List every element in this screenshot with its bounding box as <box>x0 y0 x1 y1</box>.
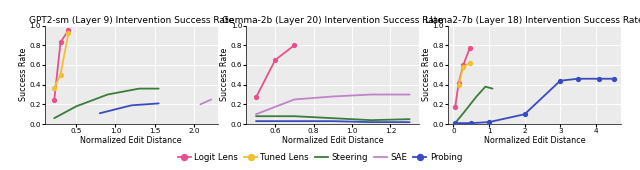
X-axis label: Normalized Edit Distance: Normalized Edit Distance <box>484 136 585 145</box>
Title: Llama2-7b (Layer 18) Intervention Success Rate: Llama2-7b (Layer 18) Intervention Succes… <box>425 16 640 25</box>
Y-axis label: Success Rate: Success Rate <box>19 48 28 101</box>
Y-axis label: Success Rate: Success Rate <box>220 48 229 101</box>
X-axis label: Normalized Edit Distance: Normalized Edit Distance <box>282 136 383 145</box>
Legend: Logit Lens, Tuned Lens, Steering, SAE, Probing: Logit Lens, Tuned Lens, Steering, SAE, P… <box>175 150 465 166</box>
Title: GPT2-sm (Layer 9) Intervention Success Rate: GPT2-sm (Layer 9) Intervention Success R… <box>29 16 234 25</box>
X-axis label: Normalized Edit Distance: Normalized Edit Distance <box>81 136 182 145</box>
Y-axis label: Success Rate: Success Rate <box>422 48 431 101</box>
Title: Gemma-2b (Layer 20) Intervention Success Rate: Gemma-2b (Layer 20) Intervention Success… <box>222 16 444 25</box>
